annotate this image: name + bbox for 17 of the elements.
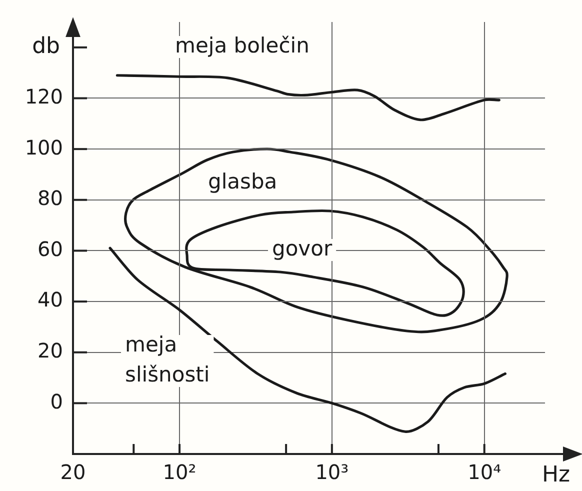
- x-axis-title: Hz: [542, 462, 570, 488]
- y-tick-label: 40: [38, 288, 63, 312]
- y-tick-label: 20: [38, 338, 63, 363]
- y-axis-title: db: [32, 34, 60, 60]
- annotation: govor: [272, 236, 332, 260]
- y-tick-label: 0: [50, 389, 63, 414]
- y-tick-label: 120: [24, 84, 63, 108]
- x-tick-label: 20: [60, 460, 86, 484]
- annotation: meja slišnosti: [125, 332, 210, 386]
- x-tick-label: 10⁴: [468, 460, 502, 484]
- x-tick-label: 10²: [162, 460, 196, 484]
- annotation: meja bolečin: [175, 33, 310, 58]
- y-tick-label: 100: [24, 135, 63, 160]
- y-tick-label: 80: [38, 186, 63, 210]
- y-tick-label: 60: [38, 236, 63, 261]
- x-tick-label: 10³: [315, 460, 349, 484]
- annotation: glasba: [208, 169, 278, 194]
